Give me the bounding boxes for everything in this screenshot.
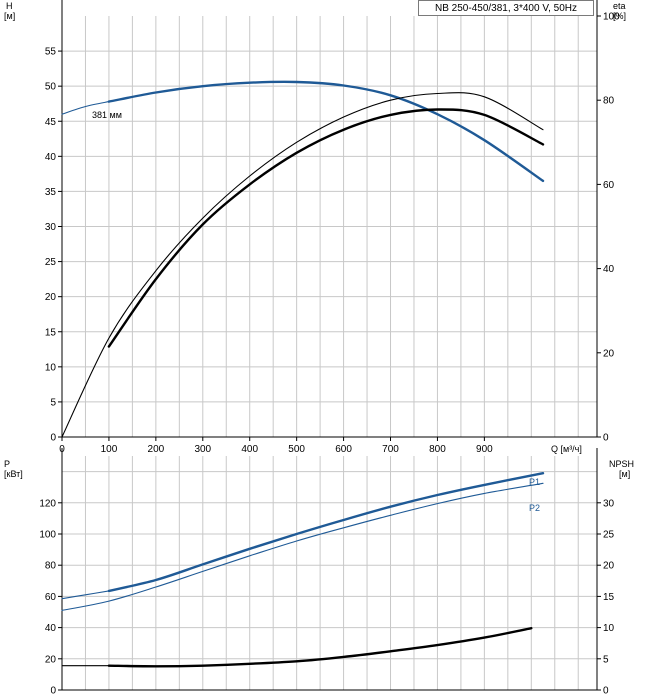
y-tick-label: 40 xyxy=(45,623,57,634)
series-line xyxy=(61,101,110,115)
y2-tick-label: 20 xyxy=(603,348,615,359)
y2-tick-label: 40 xyxy=(603,264,615,275)
y2-tick-label: 30 xyxy=(603,498,615,509)
y2-tick-label: 80 xyxy=(603,96,615,107)
y-tick-label: 60 xyxy=(45,592,57,603)
power-axis-unit: [кВт] xyxy=(4,469,23,479)
y-tick-label: 20 xyxy=(45,654,57,665)
series-line xyxy=(107,80,545,183)
x-tick-label: 200 xyxy=(148,444,165,455)
npsh-axis-unit: [м] xyxy=(619,469,631,479)
series-line xyxy=(107,108,545,348)
y-tick-label: 20 xyxy=(45,292,57,303)
x-tick-label: 900 xyxy=(476,444,493,455)
series-line xyxy=(61,92,544,438)
y-tick-label: 50 xyxy=(45,82,57,93)
x-tick-label: 800 xyxy=(429,444,446,455)
y2-tick-label: 100 xyxy=(603,12,620,23)
y2-tick-label: 20 xyxy=(603,561,615,572)
y-tick-label: 45 xyxy=(45,117,57,128)
x-tick-label: 500 xyxy=(288,444,305,455)
y2-tick-label: 60 xyxy=(603,180,615,191)
x-tick-label: 700 xyxy=(382,444,399,455)
head-efficiency-panel: 0510152025303540455055020406080100010020… xyxy=(45,0,620,455)
y-tick-label: 25 xyxy=(45,257,57,268)
y2-tick-label: 25 xyxy=(603,530,615,541)
y2-tick-label: 0 xyxy=(603,433,609,444)
y-tick-label: 80 xyxy=(45,561,57,572)
power-npsh-panel: 0 20 40 60 80 100 120 0 5 10 15 20 25 30 xyxy=(39,448,615,697)
x-tick-label: 300 xyxy=(194,444,211,455)
x-tick-label: 100 xyxy=(101,444,118,455)
y2-tick-label: 15 xyxy=(603,592,615,603)
series-line xyxy=(107,627,533,668)
y-tick-label: 15 xyxy=(45,327,57,338)
y-tick-label: 100 xyxy=(39,530,56,541)
series-line xyxy=(107,472,545,593)
x-tick-label: 600 xyxy=(335,444,352,455)
y-tick-label: 55 xyxy=(45,47,57,58)
npsh-axis-label: NPSH xyxy=(609,459,635,469)
y-tick-label: 30 xyxy=(45,222,57,233)
y-tick-label: 120 xyxy=(39,498,56,509)
series-line xyxy=(61,590,110,600)
y-tick-label: 40 xyxy=(45,152,57,163)
eta-axis-unit: [%] xyxy=(613,11,627,21)
x-axis-label: Q [м³/ч] xyxy=(551,444,582,454)
power-axis-label: P xyxy=(4,459,11,469)
head-axis-label: H xyxy=(6,1,13,11)
y-tick-label: 35 xyxy=(45,187,57,198)
x-tick-label: 400 xyxy=(241,444,258,455)
eta-axis-label: eta xyxy=(613,1,626,11)
chart-title: NB 250-450/381, 3*400 V, 50Hz xyxy=(418,0,594,16)
y2-tick-label: 5 xyxy=(603,654,609,665)
y-tick-label: 10 xyxy=(45,362,57,373)
impeller-diameter-annotation: 381 мм xyxy=(92,110,122,120)
p2-series-label: P2 xyxy=(529,503,541,513)
p1-series-label: P1 xyxy=(529,477,541,487)
series-line xyxy=(61,482,544,611)
y-tick-label: 0 xyxy=(50,433,56,444)
y2-tick-label: 10 xyxy=(603,623,615,634)
y-tick-label: 5 xyxy=(50,397,56,408)
head-axis-unit: [м] xyxy=(4,11,16,21)
y-tick-label: 0 xyxy=(50,686,56,697)
y2-tick-label: 0 xyxy=(603,686,609,697)
